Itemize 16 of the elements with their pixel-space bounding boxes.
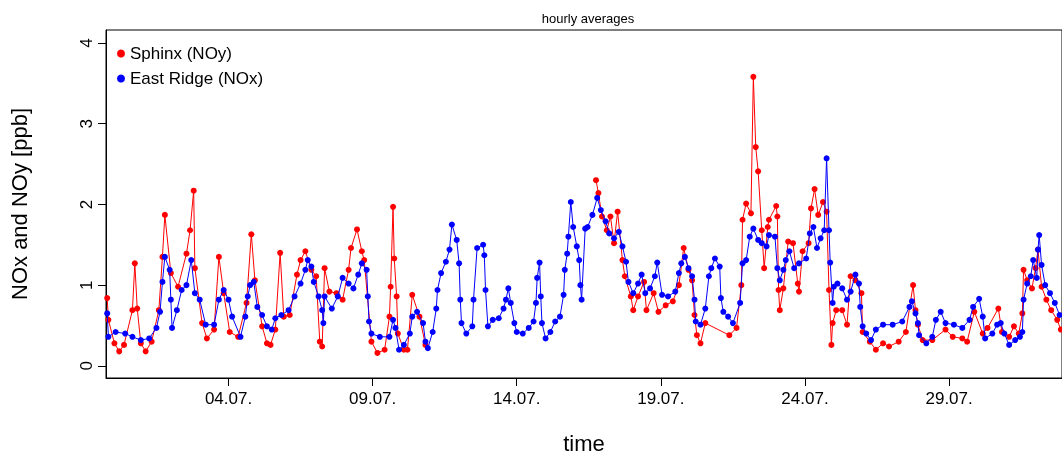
x-tick-label: 24.07. (781, 389, 829, 408)
chart-title: hourly averages (541, 11, 635, 26)
x-tick-label: 19.07. (637, 389, 685, 408)
y-tick-label: 2 (76, 199, 96, 210)
x-tick-label: 29.07. (925, 389, 973, 408)
y-tick-label: 0 (76, 361, 96, 371)
y-tick-label: 4 (76, 38, 96, 48)
x-tick-label: 04.07. (204, 389, 253, 408)
x-tick-label: 14.07. (493, 389, 541, 408)
y-tick-label: 3 (76, 118, 96, 129)
x-tick-label: 09.07. (348, 389, 397, 408)
legend-label: East Ridge (NOx) (130, 69, 264, 88)
y-axis-title: NOx and NOy [ppb] (6, 108, 32, 300)
y-tick-label: 1 (76, 280, 96, 290)
x-axis-title: time (563, 430, 605, 456)
legend-label: Sphinx (NOy) (130, 44, 233, 63)
